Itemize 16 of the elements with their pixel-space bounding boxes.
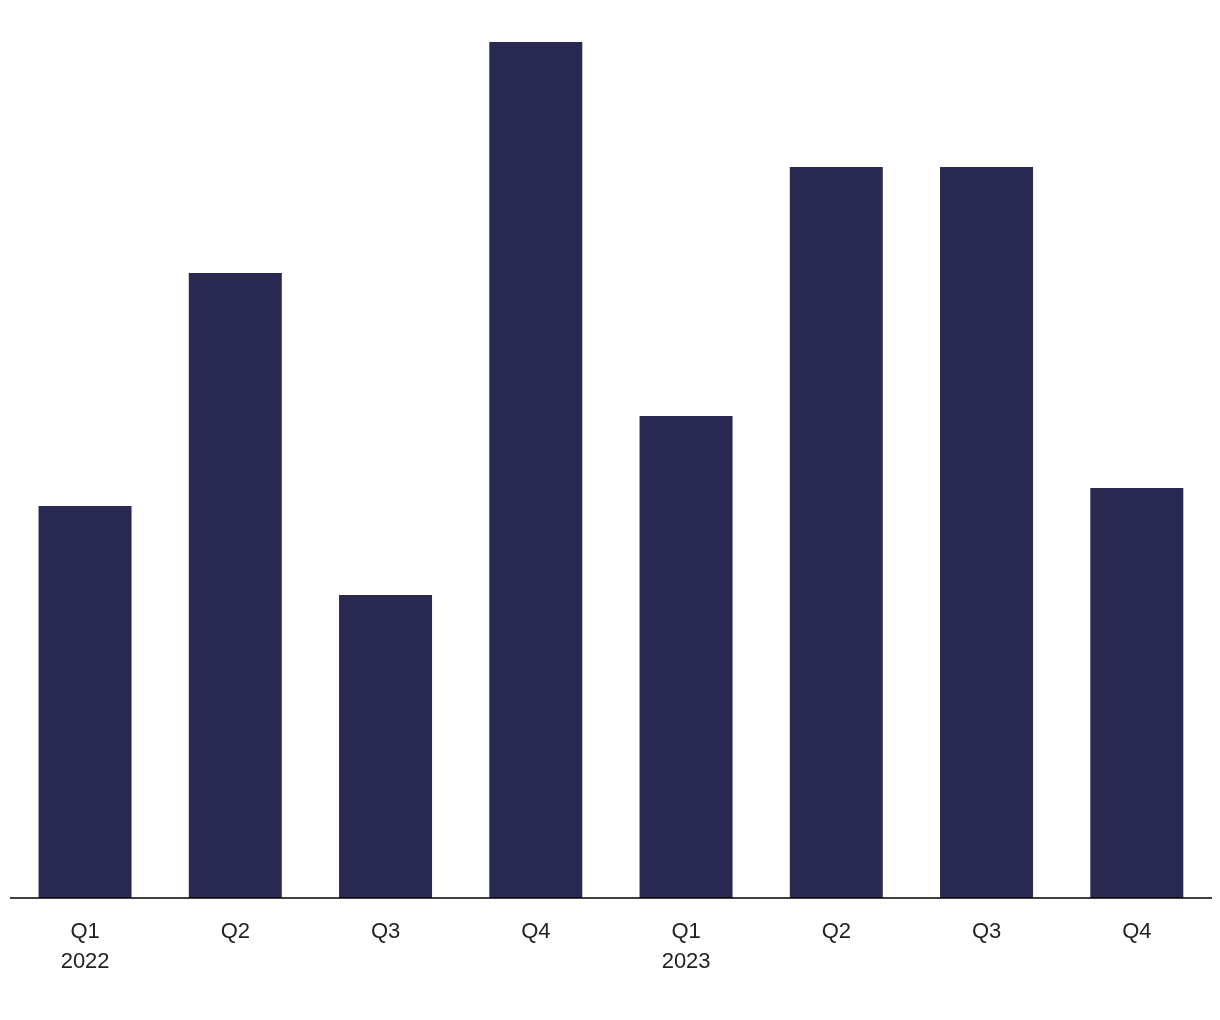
- x-tick-label: Q2: [220, 918, 251, 943]
- bar: [639, 416, 733, 898]
- x-tick-label: Q3: [971, 918, 1002, 943]
- x-tick-label: Q1 2022: [60, 918, 110, 973]
- x-tick-label: Q1 2023: [661, 918, 711, 973]
- bar: [188, 273, 282, 898]
- bar: [940, 166, 1034, 898]
- x-tick-label: Q3: [370, 918, 401, 943]
- bar: [1090, 487, 1184, 898]
- bar: [38, 505, 132, 898]
- x-tick-label: Q4: [1122, 918, 1152, 943]
- bar: [339, 594, 433, 898]
- x-tick-label: Q2: [821, 918, 852, 943]
- bar: [789, 166, 883, 898]
- bar: [489, 42, 583, 898]
- x-tick-label: Q4: [521, 918, 551, 943]
